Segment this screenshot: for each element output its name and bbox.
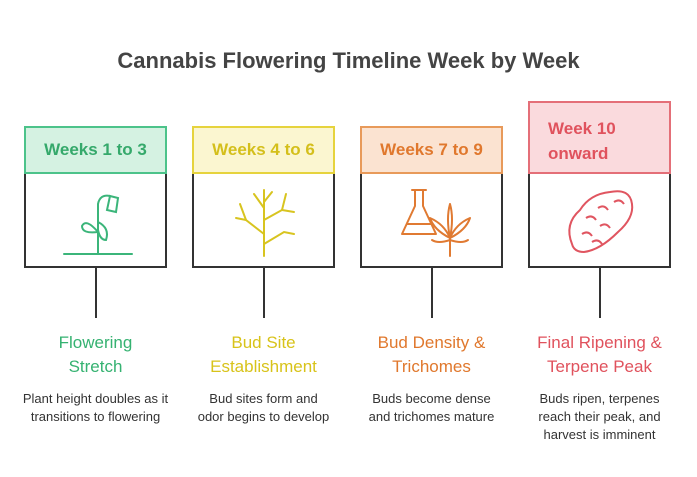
connector: [431, 268, 433, 318]
stage-label: Weeks 4 to 6: [212, 140, 315, 159]
stage-heading: Final Ripening & Terpene Peak: [537, 333, 662, 376]
stage-description: Buds ripen, terpenes reach their peak, a…: [538, 391, 661, 442]
stage-description: Bud sites form and odor begins to develo…: [197, 391, 330, 424]
stage-description: Plant height doubles as it transitions t…: [22, 391, 169, 424]
stage-heading: Bud Site Establishment: [210, 333, 317, 376]
connector: [599, 268, 601, 318]
stage-label-box: Weeks 1 to 3: [24, 126, 167, 174]
stage-icon: [528, 174, 671, 268]
stage-icon: [24, 174, 167, 268]
connector: [95, 268, 97, 318]
stage-label: Week 10 onward: [548, 119, 616, 163]
connector: [263, 268, 265, 318]
stage-label-box: Weeks 4 to 6: [192, 126, 335, 174]
stage-label-box: Weeks 7 to 9: [360, 126, 503, 174]
stage-icon: [192, 174, 335, 268]
stage-description: Buds become dense and trichomes mature: [368, 391, 495, 424]
stage-label: Weeks 1 to 3: [44, 140, 147, 159]
title: Cannabis Flowering Timeline Week by Week: [117, 48, 580, 73]
stage: Weeks 1 to 3 Flowering Stretch Plant hei…: [23, 0, 168, 477]
stage: Week 10 onward Final Ripening & Terpene …: [528, 0, 671, 477]
stage: Weeks 4 to 6 Bud Site Establishment Bud …: [192, 0, 335, 477]
stage-label-box: Week 10 onward: [528, 101, 671, 174]
stage-label: Weeks 7 to 9: [380, 140, 483, 159]
stage-heading: Bud Density & Trichomes: [377, 333, 486, 376]
stage-heading: Flowering Stretch: [58, 333, 133, 376]
stage-icon: [360, 174, 503, 268]
stage: Weeks 7 to 9 Bud Density & Trichomes Bud…: [360, 0, 503, 477]
